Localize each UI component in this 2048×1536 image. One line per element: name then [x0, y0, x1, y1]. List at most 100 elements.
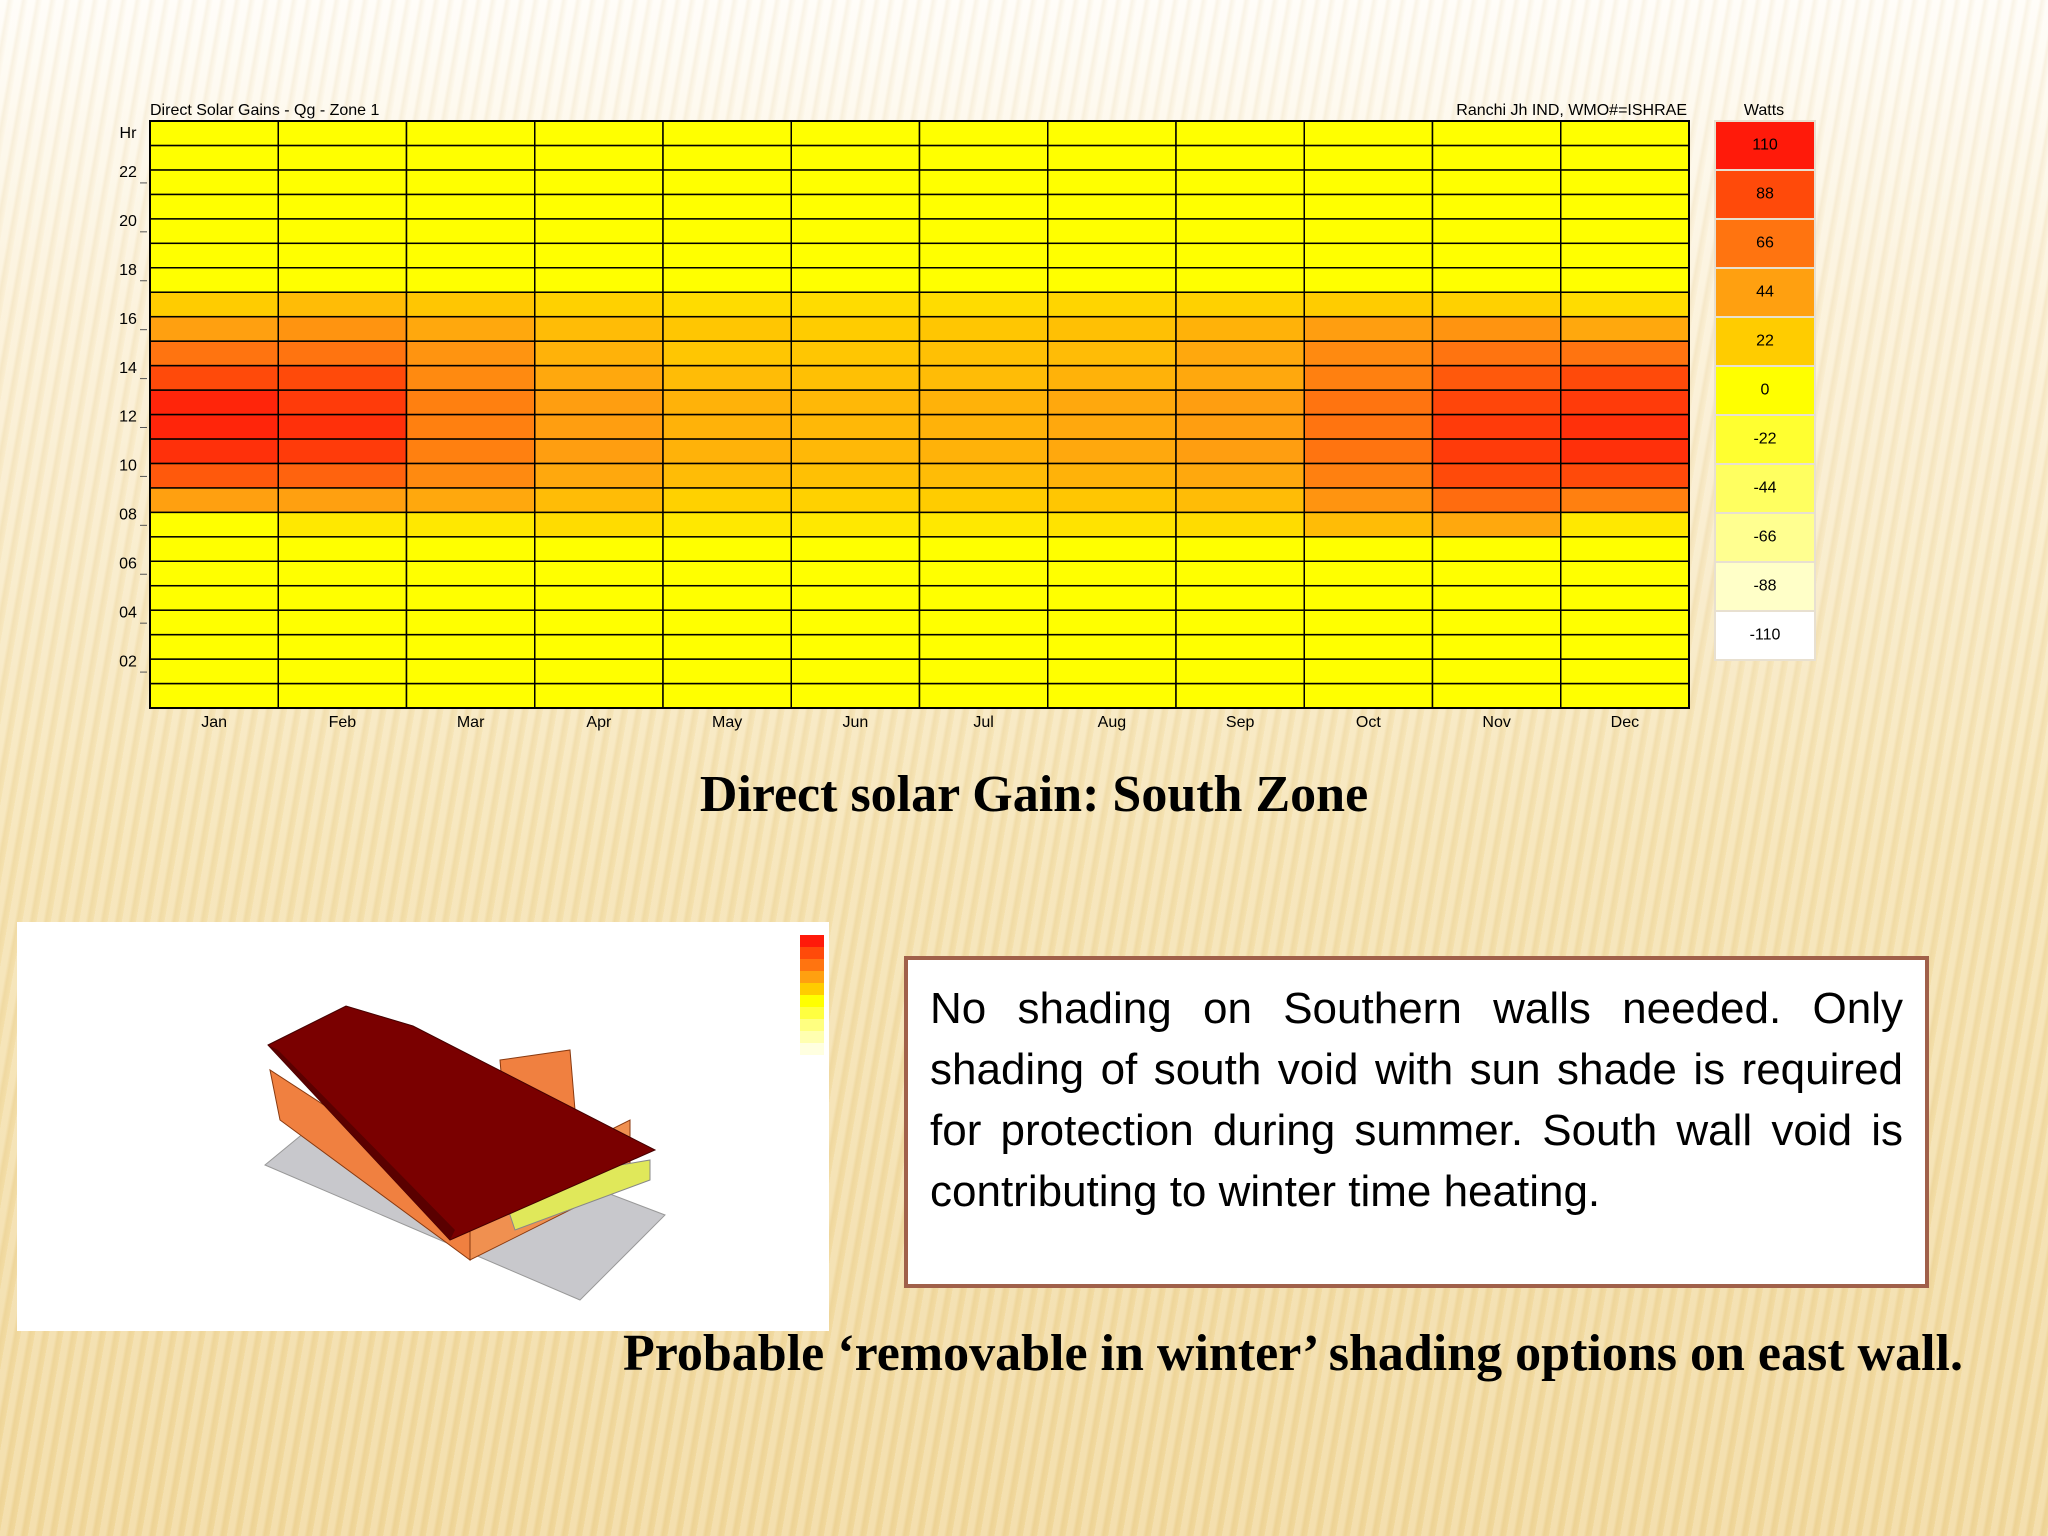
heat-cell: [1560, 364, 1690, 391]
heat-cell: [1175, 340, 1305, 367]
colorbar-label: -66: [1753, 529, 1776, 546]
heat-cell: [918, 242, 1049, 269]
heat-cell: [1047, 438, 1177, 465]
heat-cell: [149, 633, 279, 660]
y-tick-label: 04: [119, 604, 137, 621]
heat-cell: [1560, 315, 1690, 342]
heat-cell: [1047, 144, 1177, 171]
heat-cell: [1560, 633, 1690, 660]
heat-cell: [662, 413, 792, 440]
heat-cell: [534, 193, 664, 220]
heat-cell: [1047, 218, 1177, 245]
heat-cell: [1175, 413, 1305, 440]
heat-cell: [1431, 144, 1562, 171]
y-axis-label: Hr: [120, 125, 138, 142]
heat-cell: [277, 658, 408, 685]
heat-cell: [1047, 682, 1177, 709]
heat-cell: [277, 511, 408, 538]
heat-cell: [1431, 193, 1562, 220]
colorbar-swatch: [1714, 316, 1816, 367]
heat-cell: [1431, 633, 1562, 660]
heat-cell: [405, 584, 536, 611]
heat-cell: [1047, 633, 1177, 660]
heat-cell: [662, 242, 792, 269]
heat-cell: [1047, 315, 1177, 342]
heat-cell: [1047, 364, 1177, 391]
heat-cell: [1303, 144, 1434, 171]
colorbar-swatch: [1714, 414, 1816, 465]
heat-cell: [1303, 536, 1434, 563]
heat-cell: [662, 438, 792, 465]
heat-cell: [918, 315, 1049, 342]
heat-cell: [790, 218, 921, 245]
heat-cell: [149, 609, 279, 636]
heat-cell: [918, 682, 1049, 709]
heat-cell: [1431, 584, 1562, 611]
heat-cell: [1560, 682, 1690, 709]
heat-cell: [790, 584, 921, 611]
heat-cell: [534, 413, 664, 440]
heat-cell: [662, 633, 792, 660]
heat-cell: [1047, 560, 1177, 587]
colorbar-label: 110: [1752, 137, 1778, 154]
heat-cell: [790, 291, 921, 318]
note-box: No shading on Southern walls needed. Onl…: [904, 956, 1929, 1288]
colorbar-swatch: [1714, 365, 1816, 416]
x-tick-label: Sep: [1226, 714, 1255, 731]
heat-cell: [662, 120, 792, 147]
x-tick-label: May: [712, 714, 742, 731]
heat-cell: [1175, 682, 1305, 709]
y-tick-label: 18: [119, 262, 137, 279]
heat-cell: [1560, 609, 1690, 636]
heat-cell: [790, 560, 921, 587]
heat-cell: [277, 413, 408, 440]
heat-cell: [405, 682, 536, 709]
y-tick-label: 02: [119, 653, 137, 670]
heat-cell: [534, 267, 664, 293]
heat-cell: [277, 144, 408, 171]
heat-cell: [1431, 218, 1562, 245]
heat-cell: [1175, 315, 1305, 342]
heat-cell: [405, 267, 536, 293]
heat-cell: [790, 389, 921, 416]
heat-cell: [1175, 242, 1305, 269]
y-tick-label: 14: [119, 360, 137, 377]
heat-cell: [1560, 218, 1690, 245]
heat-cell: [1303, 242, 1434, 269]
heat-cell: [1431, 560, 1562, 587]
heat-cell: [1175, 633, 1305, 660]
heat-cell: [662, 560, 792, 587]
heat-cell: [1047, 413, 1177, 440]
heat-cell: [534, 144, 664, 171]
heat-cell: [534, 364, 664, 391]
colorbar-label: 88: [1756, 186, 1774, 203]
y-tick-label: 22: [119, 164, 137, 181]
heat-cell: [1303, 511, 1434, 538]
heat-cell: [1560, 511, 1690, 538]
heat-cell: [1175, 536, 1305, 563]
heat-cell: [918, 169, 1049, 196]
heat-cell: [277, 536, 408, 563]
heat-cell: [790, 536, 921, 563]
heat-cell: [1560, 536, 1690, 563]
heat-cell: [534, 340, 664, 367]
heat-cell: [149, 682, 279, 709]
heat-cell: [1560, 242, 1690, 269]
heat-cell: [1303, 193, 1434, 220]
x-tick-label: Nov: [1482, 714, 1510, 731]
heat-cell: [662, 364, 792, 391]
colorbar-swatch: [1714, 561, 1816, 612]
heat-cell: [790, 193, 921, 220]
heat-cell: [662, 144, 792, 171]
house-image: [17, 922, 829, 1331]
heat-cell: [790, 267, 921, 293]
heat-cell: [790, 487, 921, 514]
heat-cell: [790, 438, 921, 465]
heat-cell: [918, 193, 1049, 220]
heat-cell: [149, 218, 279, 245]
heat-cell: [1175, 462, 1305, 489]
x-tick-label: Dec: [1611, 714, 1639, 731]
heat-cell: [1047, 536, 1177, 563]
heat-cell: [1560, 389, 1690, 416]
heat-cell: [790, 462, 921, 489]
